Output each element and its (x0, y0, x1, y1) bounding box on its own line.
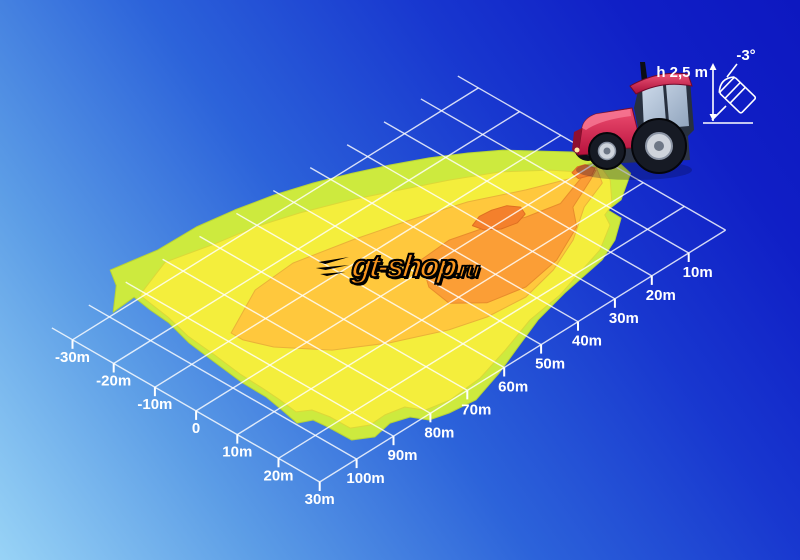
distance-tick-label: 70m (461, 401, 491, 418)
lateral-tick-label: 0 (192, 420, 200, 437)
grid-row-line (272, 189, 542, 346)
grid-row-line (88, 304, 357, 460)
grid-row-line (309, 167, 579, 323)
work-lamp-icon (718, 76, 757, 114)
lateral-tick-label: -20m (96, 373, 131, 390)
angle-pointer-line (726, 63, 738, 78)
grid-row-line (420, 98, 690, 254)
tractor-hood-highlight (582, 109, 631, 130)
grid-col-line (195, 158, 603, 412)
grid-row-line (162, 258, 431, 414)
tractor-roof (629, 72, 693, 95)
arrow-down-icon (709, 114, 717, 121)
distance-tick-label: 20m (646, 287, 676, 304)
lateral-tick-label: 10m (222, 444, 252, 461)
watermark-suffix: .ru (453, 258, 481, 283)
grid-col-line (72, 87, 479, 341)
grid-row-line (125, 281, 394, 437)
lateral-tick-label: 30m (305, 491, 335, 508)
watermark-text: gt-shop (349, 247, 458, 285)
grid-col-line (113, 111, 520, 365)
tractor-front-hub-center (603, 147, 611, 155)
arrow-up-icon (709, 63, 717, 70)
grid-col-line (236, 182, 644, 436)
distance-tick-label: 100m (346, 470, 384, 487)
tractor-rear-hub-center (654, 141, 664, 151)
lateral-tick-label: 20m (263, 467, 293, 484)
distance-tick-label: 60m (498, 379, 528, 396)
grid-col-line (154, 134, 562, 388)
mount-height-label: h 2,5 m (656, 64, 708, 81)
lateral-tick-label: -10m (137, 396, 172, 413)
distance-tick-label: 10m (683, 264, 713, 281)
beam-zone-core-near (571, 164, 596, 179)
distance-tick-label: 80m (424, 424, 454, 441)
lateral-tick-label: -30m (55, 349, 90, 366)
grid-row-line (383, 121, 653, 277)
speed-lines-icon (315, 257, 350, 276)
tractor-grille (572, 128, 582, 155)
tractor-illustration (572, 62, 694, 180)
grid-row-line (199, 235, 468, 392)
watermark-logo: gt-shop.ru (314, 247, 481, 285)
lamp-support-line (711, 105, 727, 121)
lamp-mount-diagram (703, 63, 757, 124)
watermark-text-wrap: gt-shop.ru (349, 247, 481, 285)
distance-tick-label: 40m (572, 333, 602, 350)
grid-row-line (51, 327, 321, 483)
tractor-headlamp (574, 147, 580, 153)
grid-row-line (236, 212, 505, 369)
grid-col-line (278, 205, 685, 459)
distance-tick-label: 90m (387, 447, 417, 464)
distance-tick-label: 50m (535, 356, 565, 373)
grid-row-line (346, 144, 616, 300)
grid-lines (51, 75, 726, 483)
tilt-angle-label: -3° (736, 47, 755, 64)
distance-tick-label: 30m (609, 310, 639, 327)
grid-col-line (319, 229, 726, 483)
